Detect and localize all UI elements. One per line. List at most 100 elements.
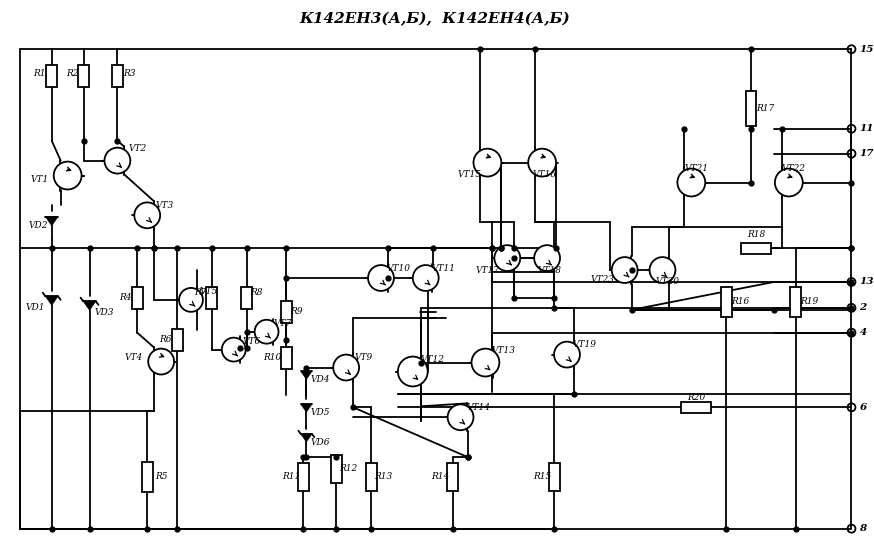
- Circle shape: [528, 149, 556, 176]
- Text: R14: R14: [432, 472, 450, 481]
- Text: 15: 15: [859, 45, 874, 54]
- Polygon shape: [301, 434, 312, 442]
- Circle shape: [53, 162, 81, 189]
- Text: R7: R7: [194, 289, 206, 297]
- Circle shape: [368, 265, 394, 291]
- Text: 6: 6: [859, 403, 867, 412]
- Text: VT1: VT1: [31, 175, 49, 184]
- Text: VD3: VD3: [94, 309, 114, 317]
- Text: VT21: VT21: [684, 164, 708, 173]
- Polygon shape: [83, 301, 96, 310]
- Text: VT22: VT22: [781, 164, 806, 173]
- Bar: [241, 287, 253, 309]
- Text: R5: R5: [155, 472, 168, 481]
- Text: R15: R15: [533, 472, 551, 481]
- Bar: [549, 463, 559, 491]
- Text: VT10: VT10: [387, 264, 411, 273]
- Bar: [298, 463, 309, 491]
- Bar: [132, 287, 142, 309]
- Bar: [721, 287, 732, 317]
- Bar: [447, 463, 458, 491]
- Text: VT5: VT5: [200, 287, 218, 296]
- Text: R12: R12: [339, 465, 357, 473]
- Circle shape: [413, 265, 439, 291]
- Text: VT20: VT20: [656, 278, 679, 286]
- Text: VD5: VD5: [310, 408, 330, 417]
- Text: R20: R20: [687, 393, 705, 402]
- Polygon shape: [45, 296, 58, 305]
- Text: VD6: VD6: [310, 438, 330, 447]
- Text: R2: R2: [66, 69, 79, 78]
- Text: VT7: VT7: [274, 319, 292, 328]
- Text: R13: R13: [374, 472, 392, 481]
- Circle shape: [677, 169, 705, 196]
- Text: 8: 8: [859, 524, 867, 533]
- Text: VT13: VT13: [491, 346, 516, 355]
- Text: R19: R19: [801, 297, 819, 306]
- Circle shape: [554, 342, 580, 367]
- Circle shape: [398, 356, 427, 386]
- Text: R16: R16: [731, 297, 749, 306]
- Text: 17: 17: [859, 149, 874, 158]
- Text: R9: R9: [290, 307, 302, 316]
- Circle shape: [534, 245, 560, 271]
- Polygon shape: [301, 371, 312, 379]
- Bar: [46, 65, 57, 87]
- Circle shape: [333, 355, 359, 381]
- Circle shape: [135, 203, 160, 228]
- Text: R1: R1: [33, 69, 46, 78]
- Text: 4: 4: [859, 328, 867, 337]
- Text: R10: R10: [263, 353, 281, 362]
- Bar: [171, 329, 183, 351]
- Text: VT11: VT11: [432, 264, 455, 273]
- Text: 13: 13: [859, 278, 874, 286]
- Text: 11: 11: [859, 124, 874, 133]
- Text: VT4: VT4: [124, 353, 142, 362]
- Bar: [790, 287, 801, 317]
- Circle shape: [474, 149, 502, 176]
- Text: VT14: VT14: [467, 403, 490, 412]
- Bar: [746, 92, 757, 127]
- Bar: [112, 65, 123, 87]
- Circle shape: [612, 257, 638, 283]
- Bar: [206, 287, 218, 309]
- Text: R6: R6: [159, 335, 171, 344]
- Circle shape: [254, 320, 279, 344]
- Bar: [365, 463, 377, 491]
- Bar: [78, 65, 89, 87]
- Text: VD1: VD1: [25, 304, 45, 312]
- Text: VT17: VT17: [475, 265, 499, 275]
- Circle shape: [447, 405, 474, 430]
- Text: VT6: VT6: [243, 337, 260, 346]
- Text: VT15: VT15: [457, 170, 482, 179]
- Circle shape: [649, 257, 676, 283]
- Circle shape: [775, 169, 802, 196]
- Text: R3: R3: [123, 69, 135, 78]
- Text: VD4: VD4: [310, 375, 330, 384]
- Text: VT2: VT2: [128, 144, 147, 153]
- Polygon shape: [301, 404, 312, 412]
- Circle shape: [179, 288, 203, 312]
- Circle shape: [471, 349, 499, 376]
- Circle shape: [149, 349, 174, 375]
- Bar: [741, 243, 771, 254]
- Text: VT9: VT9: [355, 353, 373, 362]
- Polygon shape: [45, 216, 58, 226]
- Text: R8: R8: [250, 289, 263, 297]
- Bar: [281, 347, 292, 369]
- Text: R11: R11: [282, 472, 301, 481]
- Text: R4: R4: [119, 294, 132, 302]
- Text: VT18: VT18: [538, 265, 561, 275]
- Text: VT23: VT23: [591, 275, 614, 285]
- Text: VT16: VT16: [532, 170, 556, 179]
- Text: R18: R18: [747, 230, 765, 239]
- Circle shape: [105, 148, 130, 174]
- Text: VD2: VD2: [28, 221, 47, 230]
- Circle shape: [495, 245, 520, 271]
- Text: R17: R17: [756, 104, 774, 113]
- Bar: [281, 301, 292, 323]
- Bar: [682, 402, 711, 413]
- Text: 2: 2: [859, 304, 867, 312]
- Bar: [330, 455, 342, 483]
- Text: VT19: VT19: [572, 340, 597, 349]
